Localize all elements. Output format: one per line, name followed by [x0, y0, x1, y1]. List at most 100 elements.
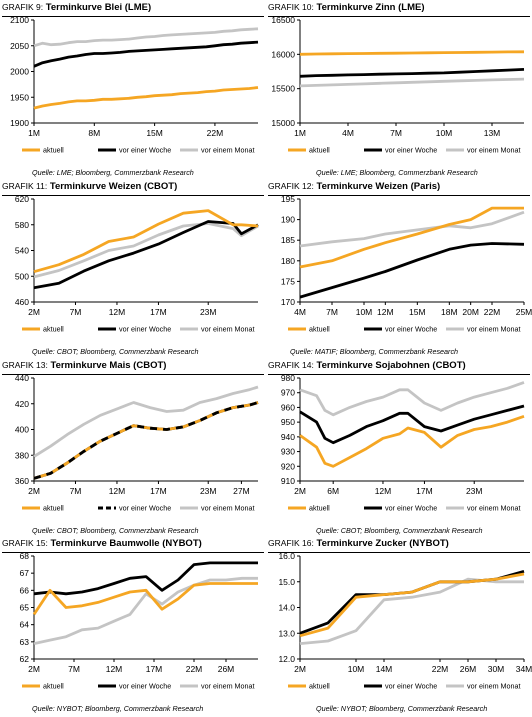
- chart-panel-weizen-cbot: GRAFIK 11: Terminkurve Weizen (CBOT) 460…: [2, 181, 264, 360]
- y-tick-label: 360: [15, 476, 29, 486]
- chart-blei: 1900 1950 2000 2050 2100 1M 8M 15M 22M aktuell vor…: [10, 15, 259, 155]
- y-tick-label: 960: [281, 402, 295, 412]
- legend-label-monat: vor einem Monat: [467, 325, 521, 334]
- panel-title: GRAFIK 13: Terminkurve Mais (CBOT): [2, 360, 166, 371]
- series-line-woche: [299, 404, 525, 445]
- x-tick-label: 30M: [488, 664, 505, 674]
- legend-label-aktuell: aktuell: [309, 146, 330, 155]
- legend-label-monat: vor einem Monat: [467, 146, 521, 155]
- chart-title: Terminkurve Zinn (LME): [316, 2, 425, 13]
- x-tick-label: 20M: [462, 307, 479, 317]
- legend-label-woche: vor einer Woche: [119, 325, 171, 334]
- y-tick-label: 920: [281, 461, 295, 471]
- legend-label-monat: vor einem Monat: [201, 146, 255, 155]
- y-tick-label: 2000: [10, 67, 29, 77]
- series-line-monat: [299, 77, 525, 88]
- x-tick-label: 12M: [109, 307, 126, 317]
- panel-title: GRAFIK 14: Terminkurve Sojabohnen (CBOT): [268, 360, 466, 371]
- x-tick-label: 13M: [484, 128, 501, 138]
- legend-label-aktuell: aktuell: [43, 682, 64, 691]
- x-tick-label: 2M: [294, 664, 306, 674]
- y-tick-label: 930: [281, 447, 295, 457]
- chart-panel-weizen-paris: GRAFIK 12: Terminkurve Weizen (Paris) 17…: [268, 181, 532, 360]
- panel-title: GRAFIK 12: Terminkurve Weizen (Paris): [268, 181, 440, 192]
- series-line-woche: [33, 561, 258, 596]
- series-line-woche: [33, 40, 259, 68]
- x-tick-label: 2M: [28, 664, 40, 674]
- x-tick-label: 4M: [294, 307, 306, 317]
- legend-label-woche: vor einer Woche: [385, 146, 437, 155]
- series-line-woche: [299, 68, 525, 78]
- y-tick-label: 68: [20, 551, 30, 561]
- panel-title: GRAFIK 15: Terminkurve Baumwolle (NYBOT): [2, 538, 202, 549]
- y-tick-label: 970: [281, 388, 295, 398]
- x-tick-label: 12M: [375, 486, 392, 496]
- x-tick-label: 1M: [28, 128, 40, 138]
- legend-label-aktuell: aktuell: [43, 146, 64, 155]
- title-rule: [268, 195, 530, 196]
- x-tick-label: 6M: [327, 486, 339, 496]
- x-tick-label: 23M: [200, 486, 217, 496]
- y-tick-label: 170: [281, 297, 295, 307]
- legend-label-monat: vor einem Monat: [201, 504, 255, 513]
- y-tick-label: 16.0: [278, 551, 295, 561]
- y-tick-label: 420: [15, 399, 29, 409]
- y-tick-label: 195: [281, 194, 295, 204]
- panel-title: GRAFIK 10: Terminkurve Zinn (LME): [268, 2, 425, 13]
- x-tick-label: 17M: [416, 486, 433, 496]
- x-tick-label: 17M: [150, 307, 167, 317]
- legend-label-aktuell: aktuell: [43, 504, 64, 513]
- source-note: Quelle: NYBOT; Bloomberg, Commerzbank Re…: [316, 704, 488, 713]
- x-tick-label: 22M: [186, 664, 203, 674]
- figure-number: GRAFIK 10:: [268, 2, 314, 12]
- figure-number: GRAFIK 16:: [268, 538, 314, 548]
- x-tick-label: 10M: [436, 128, 453, 138]
- chart-title: Terminkurve Sojabohnen (CBOT): [316, 360, 466, 371]
- x-tick-label: 26M: [218, 664, 235, 674]
- series-line-aktuell: [299, 414, 525, 468]
- chart-title: Terminkurve Blei (LME): [45, 2, 152, 13]
- panel-title: GRAFIK 16: Terminkurve Zucker (NYBOT): [268, 538, 449, 549]
- x-tick-label: 2M: [294, 486, 306, 496]
- y-tick-label: 14.0: [278, 603, 295, 613]
- legend-label-woche: vor einer Woche: [385, 325, 437, 334]
- chart-title: Terminkurve Weizen (CBOT): [49, 181, 178, 192]
- chart-panel-mais: GRAFIK 13: Terminkurve Mais (CBOT) 360 38…: [2, 360, 264, 539]
- x-tick-label: 7M: [68, 664, 80, 674]
- series-line-monat: [299, 577, 524, 645]
- title-rule: [268, 552, 530, 553]
- x-tick-label: 10M: [348, 664, 365, 674]
- x-tick-label: 15M: [146, 128, 163, 138]
- x-tick-label: 2M: [28, 307, 40, 317]
- x-tick-label: 27M: [233, 486, 250, 496]
- figure-number: GRAFIK 15:: [2, 538, 48, 548]
- y-tick-label: 12.0: [278, 654, 295, 664]
- chart-title: Terminkurve Weizen (Paris): [316, 181, 441, 192]
- source-note: Quelle: CBOT; Bloomberg, Commerzbank Res…: [316, 526, 483, 535]
- y-tick-label: 940: [281, 432, 295, 442]
- chart-weizen-cbot: 460 500 540 580 620 2M 7M 12M 17M 23M aktuell vor e…: [15, 194, 259, 334]
- series-line-woche: [299, 242, 525, 299]
- title-rule: [2, 374, 264, 375]
- series-line-woche: [33, 220, 259, 290]
- chart-title: Terminkurve Zucker (NYBOT): [316, 538, 449, 549]
- x-tick-label: 14M: [376, 664, 393, 674]
- x-tick-label: 4M: [342, 128, 354, 138]
- source-note: Quelle: NYBOT; Bloomberg, Commerzbank Re…: [32, 704, 204, 713]
- y-tick-label: 15500: [271, 84, 295, 94]
- y-tick-label: 180: [281, 256, 295, 266]
- legend-label-aktuell: aktuell: [309, 682, 330, 691]
- x-tick-label: 15M: [409, 307, 426, 317]
- x-tick-label: 12M: [106, 664, 123, 674]
- legend-label-woche: vor einer Woche: [119, 146, 171, 155]
- source-note: Quelle: MATIF; Bloomberg, Commerzbank Re…: [290, 347, 459, 356]
- y-tick-label: 15.0: [278, 577, 295, 587]
- series-line-aktuell: [32, 582, 258, 616]
- series-line-aktuell: [299, 206, 524, 269]
- series-line-aktuell: [33, 209, 259, 274]
- y-tick-label: 950: [281, 417, 295, 427]
- chart-panel-blei: GRAFIK 9: Terminkurve Blei (LME) 1900 195…: [2, 2, 264, 181]
- x-tick-label: 17M: [146, 664, 163, 674]
- x-tick-label: 23M: [200, 307, 217, 317]
- title-rule: [268, 374, 530, 375]
